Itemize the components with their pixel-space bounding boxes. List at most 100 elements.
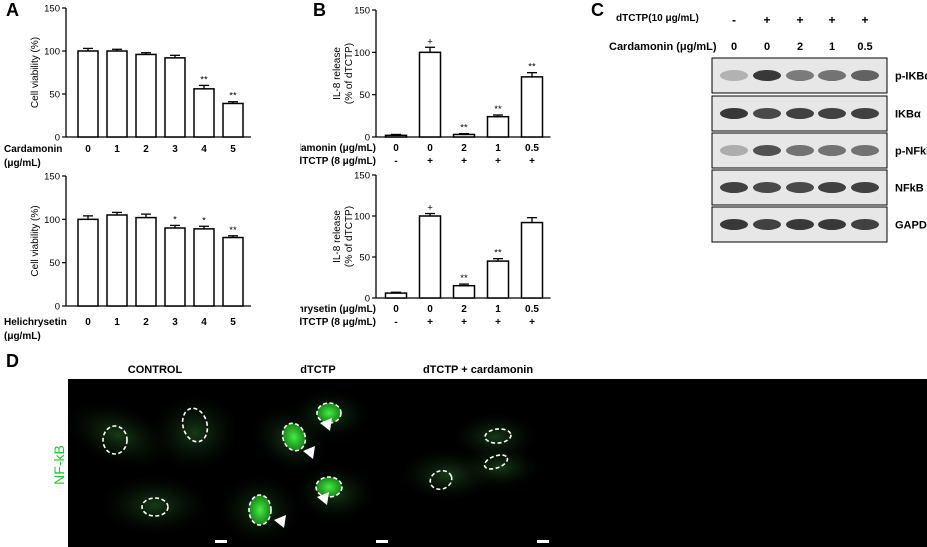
cell-body (460, 445, 540, 489)
microscopy-panel: CONTROL dTCTP dTCTP + cardamonin NF-kB (51, 364, 927, 547)
B-top-row1-value: 0 (427, 143, 433, 154)
A-top-bar-2 (135, 53, 157, 138)
B-bottom-row2-value: - (394, 317, 397, 328)
chart-b-bottom-il8-helichrysetin: 0 50 100 150 IL-8 release (% of dTCTP) + ** ** 0 0… (300, 171, 551, 328)
blot-dose-value: 0 (731, 41, 737, 53)
nucleus-signal (282, 423, 306, 451)
blot-band (818, 108, 846, 119)
nucleus-outline (141, 497, 169, 517)
B-bottom-y-tick-label: 0 (365, 294, 370, 305)
B-top-row2-value: + (427, 156, 433, 167)
B-bottom-bar-3 (486, 260, 510, 299)
chart-a-top-viability-cardamonin: 0 50 100 150 Cell viability (%) ** ** 0 1 2 3 4 5 Car… (4, 4, 251, 168)
B-top-row2-value: + (529, 156, 535, 167)
blot-row-label: p-NFkB (895, 146, 927, 158)
B-bottom-row1-value: 0 (427, 304, 433, 315)
nucleus-outline (248, 494, 272, 526)
A-bottom-bar-0 (77, 218, 99, 307)
B-top-bar-4 (520, 76, 544, 138)
blot-band (786, 108, 814, 119)
blot-band (786, 219, 814, 230)
panel-letter-a: A (6, 0, 19, 20)
A-top-bar-3 (164, 57, 186, 138)
blot-band (851, 145, 879, 156)
panel-letter-b: B (313, 0, 326, 20)
cell-body (100, 475, 210, 535)
B-bottom-bar-1 (418, 215, 442, 299)
cell-body (150, 394, 240, 472)
blot-band (753, 70, 781, 81)
a-top-category-label: 2 (143, 144, 149, 155)
A-top-y-tick-label: 0 (55, 133, 60, 144)
B-top-row2-value: + (495, 156, 501, 167)
B-top-row1-value: 1 (495, 143, 501, 154)
B-bottom-row2-label: dTCTP (8 μg/mL) (300, 317, 376, 328)
micro-title: CONTROL (128, 364, 183, 376)
a-bottom-category-label: 3 (172, 317, 178, 328)
blot-treatment-sign: - (732, 13, 736, 27)
A-top-bar-5 (222, 102, 244, 138)
arrowhead-marker (320, 418, 332, 431)
A-top-plot: 0 50 100 150 Cell viability (%) ** ** 0 1 2 3 4 5 Car… (4, 4, 251, 168)
micro-title: dTCTP + cardamonin (423, 364, 533, 376)
A-bottom-bar-1 (106, 214, 128, 307)
B-top-y-label-line: (% of dTCTP) (344, 43, 355, 104)
blot-band (753, 145, 781, 156)
nucleus-signal (249, 495, 271, 525)
a-top-category-label: 5 (230, 144, 236, 155)
B-top-y-tick-label: 100 (354, 48, 370, 59)
B-bottom-bar-4 (520, 221, 544, 299)
a-bottom-x-label-line: (μg/mL) (4, 331, 41, 342)
blot-treatment-sign: + (861, 13, 868, 27)
blot-treatment-sign: + (763, 13, 770, 27)
B-bottom-row1-value: 0 (393, 304, 399, 315)
A-bottom-bar-4 (193, 228, 215, 307)
A-bottom-y-tick-label: 50 (49, 258, 60, 269)
A-bottom-y-label: Cell viability (%) (30, 205, 41, 276)
blot-band (786, 70, 814, 81)
a-bottom-category-label: 5 (230, 317, 236, 328)
panel-letter-c: C (591, 0, 604, 20)
a-bottom-category-label: 2 (143, 317, 149, 328)
blot-treatment-sign: + (796, 13, 803, 27)
a-top-x-label-line: (μg/mL) (4, 158, 41, 168)
nucleus-outline (281, 422, 307, 452)
B-bottom-annotation-3: ** (494, 248, 502, 259)
blot-band (786, 182, 814, 193)
A-top-bar-4 (193, 88, 215, 138)
B-bottom-row1-value: 1 (495, 304, 501, 315)
B-top-bar-0 (384, 134, 408, 138)
scale-bar (537, 540, 549, 543)
blot-dose-label: Cardamonin (μg/mL) (609, 41, 717, 53)
A-top-y-label: Cell viability (%) (30, 37, 41, 108)
A-top-y-tick-label: 150 (44, 4, 60, 15)
B-bottom-y-label-line: (% of dTCTP) (344, 206, 355, 267)
B-bottom-row1-value: 0.5 (525, 304, 539, 315)
B-top-y-tick-label: 50 (359, 90, 370, 101)
blot-row-label: GAPDH (895, 220, 927, 232)
a-bottom-x-label-line: Helichrysetin (4, 317, 67, 328)
cell-body (65, 401, 171, 469)
A-top-bar-1 (106, 50, 128, 138)
B-bottom-bar-0 (384, 292, 408, 299)
blot-treatment-label: dTCTP(10 μg/mL) (616, 13, 699, 24)
nucleus-outline (315, 476, 343, 498)
B-bottom-y-tick-label: 50 (359, 253, 370, 264)
B-top-y-tick-label: 150 (354, 6, 370, 17)
blot-band (753, 108, 781, 119)
arrowhead-marker (303, 446, 315, 459)
B-top-bar-3 (486, 115, 510, 138)
A-bottom-y-tick-label: 100 (44, 215, 60, 226)
blot-band (818, 219, 846, 230)
blot-row: p-NFkB (711, 132, 927, 169)
arrowhead-marker (274, 515, 286, 528)
arrowhead-marker (317, 492, 329, 505)
blot-band (851, 108, 879, 119)
nucleus-signal (317, 403, 341, 423)
nucleus-signal (316, 477, 342, 497)
blot-band (720, 219, 748, 230)
A-bottom-bar-5 (222, 236, 244, 307)
